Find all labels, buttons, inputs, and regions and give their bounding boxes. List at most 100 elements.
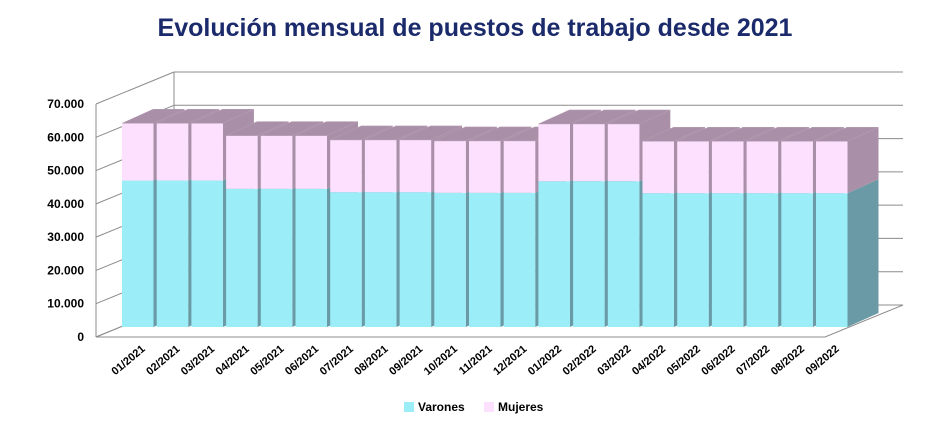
y-tick-label: 0	[77, 330, 84, 344]
legend-label: Mujeres	[498, 400, 544, 414]
bar-varones	[156, 180, 189, 327]
x-tick-label: 07/2022	[734, 343, 772, 378]
x-tick-label: 06/2022	[699, 343, 737, 378]
y-tick-label: 10.000	[47, 297, 84, 311]
x-tick-label: 12/2021	[491, 343, 529, 378]
bar-varones	[711, 193, 744, 327]
legend-label: Varones	[418, 400, 465, 414]
bar-top	[746, 127, 810, 142]
x-tick-label: 03/2021	[179, 343, 217, 378]
bar-mujeres	[364, 139, 397, 193]
bar-top	[677, 127, 740, 142]
bar-mujeres	[746, 141, 779, 194]
bar-varones-side	[847, 179, 879, 327]
x-tick-label: 06/2021	[283, 343, 321, 378]
chart-bars	[121, 109, 879, 327]
bar-mujeres	[156, 123, 189, 181]
bar-mujeres	[642, 141, 674, 194]
chart-title: Evolución mensual de puestos de trabajo …	[157, 14, 793, 42]
x-tick-label: 08/2022	[769, 343, 807, 378]
bar-varones	[816, 193, 848, 327]
x-tick-label: 04/2022	[630, 343, 668, 378]
bar-mujeres	[781, 141, 813, 194]
x-tick-label: 04/2021	[214, 343, 252, 378]
bar-top	[330, 125, 393, 141]
bar-top	[607, 109, 671, 125]
bar-mujeres	[607, 123, 640, 182]
bar-top	[572, 109, 636, 125]
bar-varones	[538, 181, 570, 327]
x-tick-label: 09/2022	[804, 343, 842, 378]
bar-mujeres	[330, 139, 362, 193]
bar-varones	[295, 188, 327, 327]
y-axis-ticks: 0 10.000 20.000 30.000 40.000 50.000 60.000 70.…	[47, 97, 84, 344]
bar-mujeres	[191, 123, 223, 181]
y-tick-label: 70.000	[47, 97, 84, 111]
bar-varones	[469, 192, 501, 327]
bar-mujeres	[573, 123, 605, 182]
bar-mujeres	[260, 135, 293, 189]
bar-top	[781, 127, 844, 142]
bar-varones	[399, 192, 432, 327]
bar-mujeres	[469, 140, 501, 193]
bar-varones	[364, 192, 397, 327]
bar-mujeres	[677, 141, 709, 194]
bar-varones	[434, 192, 466, 327]
bar-mujeres-side	[847, 127, 879, 194]
bar-varones	[677, 193, 709, 327]
bar-mujeres	[503, 140, 536, 193]
x-tick-label: 03/2022	[595, 343, 633, 378]
bar-varones	[746, 193, 779, 327]
bar-mujeres	[816, 141, 848, 194]
bar-varones	[503, 192, 536, 327]
bar-top	[815, 127, 879, 142]
legend-swatch	[484, 402, 494, 412]
bar-top	[260, 121, 324, 136]
bar-top	[434, 126, 497, 142]
bar-mujeres	[226, 135, 258, 189]
y-tick-label: 30.000	[47, 230, 84, 244]
x-tick-label: 05/2021	[248, 343, 286, 378]
bar-varones	[122, 180, 154, 327]
legend-swatch	[404, 402, 414, 412]
bar-top	[156, 109, 220, 124]
bar-mujeres	[399, 139, 432, 193]
bar-mujeres	[122, 123, 154, 181]
bar-top	[468, 126, 532, 142]
bar-varones	[260, 188, 293, 327]
bar-top	[711, 127, 775, 142]
y-tick-label: 50.000	[47, 164, 84, 178]
x-tick-label: 07/2021	[318, 343, 356, 378]
x-tick-label: 02/2021	[144, 343, 182, 378]
x-tick-label: 01/2022	[526, 343, 564, 378]
x-tick-label: 10/2021	[422, 343, 460, 378]
bar-mujeres	[711, 141, 744, 194]
bar-mujeres	[434, 140, 466, 193]
x-tick-label: 05/2022	[665, 343, 703, 378]
y-tick-label: 60.000	[47, 130, 84, 144]
y-tick-label: 40.000	[47, 197, 84, 211]
bar-varones	[642, 193, 674, 327]
bar-top	[191, 109, 255, 124]
gridline-side	[95, 71, 175, 105]
bar-mujeres	[295, 135, 327, 189]
bar-group	[815, 127, 879, 327]
y-tick-label: 20.000	[47, 263, 84, 277]
x-tick-label: 08/2021	[352, 343, 390, 378]
bar-top	[642, 127, 706, 142]
bar-varones	[330, 192, 362, 327]
chart-legend: Varones Mujeres	[404, 400, 544, 414]
x-tick-label: 01/2021	[110, 343, 148, 378]
bar-top	[399, 125, 463, 141]
bar-varones	[191, 180, 223, 327]
bar-mujeres	[538, 123, 570, 182]
bar-varones	[573, 181, 605, 327]
bar-varones	[607, 181, 640, 327]
x-tick-label: 09/2021	[387, 343, 425, 378]
x-axis-ticks: 01/202102/202103/202104/202105/202106/20…	[110, 343, 842, 378]
bar-varones	[226, 188, 258, 327]
bar-top	[225, 121, 289, 136]
bar-top	[364, 125, 428, 141]
x-tick-label: 02/2022	[561, 343, 599, 378]
